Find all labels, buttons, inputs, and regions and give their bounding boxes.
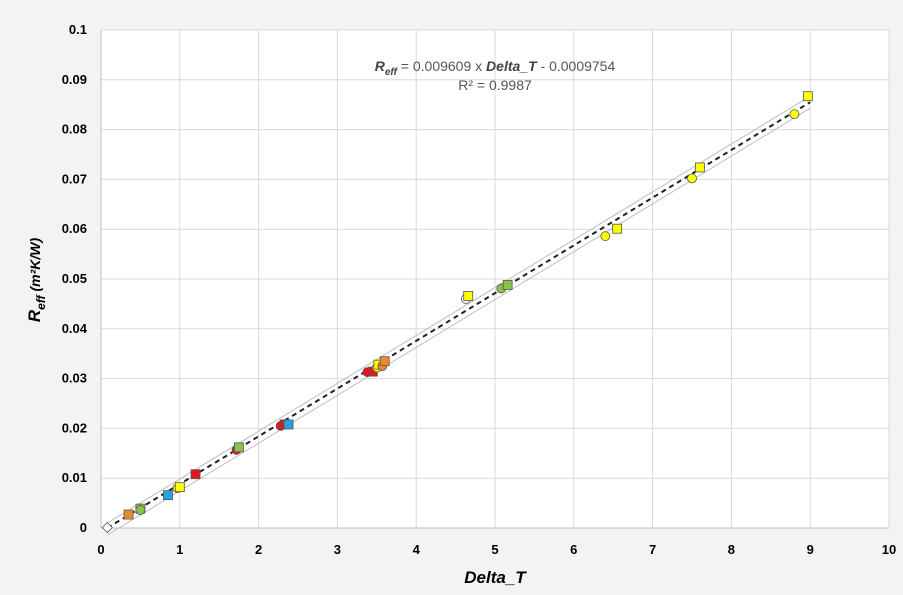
y-tick-label: 0.07	[62, 171, 87, 186]
grid	[100, 29, 890, 529]
y-tick-label: 0.09	[62, 72, 87, 87]
data-point-square	[190, 469, 201, 480]
x-tick-label: 7	[649, 542, 656, 557]
x-axis-title: Delta_T	[464, 568, 527, 587]
y-tick-label: 0.03	[62, 371, 87, 386]
trendline-equation: Reff = 0.009609 x Delta_T - 0.0009754	[375, 58, 616, 78]
x-tick-label: 8	[728, 542, 735, 557]
y-tick-label: 0.05	[62, 271, 87, 286]
data-points	[101, 91, 813, 534]
data-point-square	[379, 356, 390, 367]
confidence-band-line	[107, 95, 811, 524]
x-tick-label: 2	[255, 542, 262, 557]
data-point-square	[163, 490, 173, 501]
equation-variable: Delta_T	[486, 58, 538, 74]
data-point-square	[612, 223, 623, 234]
x-tick-label: 10	[882, 542, 896, 557]
y-axis-title-group: Reff (m²K/W)	[25, 238, 48, 323]
x-tick-label: 6	[570, 542, 577, 557]
y-tick-label: 0.06	[62, 221, 87, 236]
r-squared-label: R² = 0.9987	[458, 77, 532, 93]
data-point-square	[283, 419, 294, 430]
y-tick-label: 0.04	[62, 321, 88, 336]
x-tick-label: 9	[807, 542, 814, 557]
x-tick-label: 1	[176, 542, 183, 557]
trendline	[106, 101, 811, 529]
data-point-square	[694, 162, 705, 173]
data-point-diamond	[101, 521, 113, 534]
y-axis-title-units: (m²K/W)	[27, 238, 43, 296]
equation-part2: - 0.0009754	[537, 58, 616, 74]
x-tick-label: 3	[334, 542, 341, 557]
equation-part1: = 0.009609 x	[397, 58, 486, 74]
y-axis-title: Reff (m²K/W)	[25, 238, 48, 323]
y-axis-title-subscript: eff	[34, 294, 48, 309]
y-tick-label: 0.08	[62, 122, 87, 137]
y-tick-label: 0.02	[62, 420, 87, 435]
data-point-square	[233, 442, 244, 453]
y-tick-label: 0.1	[69, 22, 87, 37]
data-point-square	[502, 280, 513, 290]
y-tick-label: 0	[80, 520, 87, 535]
data-point-circle	[687, 173, 697, 184]
equation-lhs-subscript: eff	[385, 67, 399, 78]
x-axis-ticks: 0 1 2 3 4 5 6 7 8 9 10	[97, 542, 896, 557]
x-tick-label: 5	[491, 542, 498, 557]
y-tick-label: 0.01	[62, 470, 87, 485]
data-point-circle	[789, 109, 800, 120]
y-axis-ticks: 0 0.01 0.02 0.03 0.04 0.05 0.06 0.07 0.08 0.09 0.1	[62, 22, 88, 535]
data-point-circle	[600, 231, 611, 242]
data-point-square	[463, 291, 474, 301]
data-point-circle	[135, 505, 146, 515]
trendline-line	[106, 101, 811, 529]
data-point-square	[123, 509, 134, 520]
x-tick-label: 4	[413, 542, 421, 557]
x-tick-label: 0	[97, 542, 104, 557]
data-point-square	[802, 91, 813, 102]
equation-lhs: R	[375, 58, 386, 74]
data-point-square	[174, 482, 185, 493]
y-axis-title-main: R	[25, 309, 44, 322]
